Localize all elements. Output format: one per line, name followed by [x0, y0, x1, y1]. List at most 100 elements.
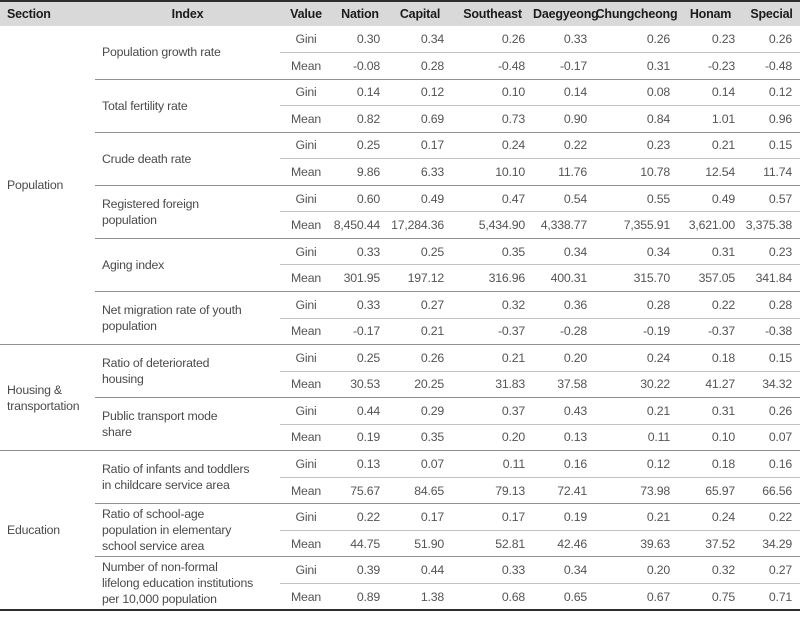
gini-value-cell: 0.24	[452, 132, 533, 160]
gini-row: Registered foreign population Gini 0.60 0.4…	[0, 185, 800, 239]
gini-value-cell: 0.15	[743, 132, 800, 160]
column-header-capital: Capital	[388, 1, 452, 26]
mean-value-cell: 39.63	[595, 530, 678, 558]
mean-value-cell: 4,338.77	[533, 211, 595, 239]
value-type-label: Mean	[280, 424, 332, 452]
mean-row: Mean 301.95 197.12 316.96 400.31 315.70 357.05…	[0, 264, 800, 292]
gini-value-cell: 0.26	[743, 397, 800, 425]
gini-value-cell: 0.14	[332, 79, 388, 107]
gini-row: Crude death rate Gini 0.25 0.17 0.24 0.22 0.23…	[0, 132, 800, 186]
value-type-label: Gini	[280, 291, 332, 319]
gini-value-cell: 0.34	[533, 556, 595, 584]
value-type-label: Gini	[280, 556, 332, 584]
gini-value-cell: 0.19	[533, 503, 595, 531]
gini-value-cell: 0.24	[678, 503, 743, 531]
mean-value-cell: 1.38	[388, 583, 452, 611]
table-body: Population Population growth rate Gini 0.30…	[0, 26, 800, 611]
mean-value-cell: 0.21	[388, 318, 452, 346]
mean-value-cell: 6.33	[388, 158, 452, 186]
gini-value-cell: 0.18	[678, 344, 743, 372]
gini-value-cell: 0.17	[388, 132, 452, 160]
mean-value-cell: 75.67	[332, 477, 388, 505]
gini-value-cell: 0.26	[452, 26, 533, 54]
mean-value-cell: 0.90	[533, 105, 595, 133]
gini-value-cell: 0.11	[452, 450, 533, 478]
column-header-southeast: Southeast	[452, 1, 533, 26]
mean-row: Mean 0.89 1.38 0.68 0.65 0.67 0.75 0.71	[0, 583, 800, 611]
mean-value-cell: 0.13	[533, 424, 595, 452]
mean-value-cell: 0.31	[595, 52, 678, 80]
gini-value-cell: 0.16	[743, 450, 800, 478]
index-label: Ratio of infants and toddlers in childca…	[95, 450, 280, 505]
column-header-section: Section	[0, 1, 95, 26]
mean-value-cell: 84.65	[388, 477, 452, 505]
gini-value-cell: 0.27	[743, 556, 800, 584]
mean-value-cell: 52.81	[452, 530, 533, 558]
mean-value-cell: -0.08	[332, 52, 388, 80]
gini-value-cell: 0.33	[332, 291, 388, 319]
mean-value-cell: 3,375.38	[743, 211, 800, 239]
index-label: Public transport mode share	[95, 397, 280, 452]
gini-value-cell: 0.33	[332, 238, 388, 266]
mean-row: Mean 8,450.44 17,284.36 5,434.90 4,338.77 7,3…	[0, 211, 800, 239]
mean-value-cell: 79.13	[452, 477, 533, 505]
mean-value-cell: 30.53	[332, 371, 388, 399]
gini-value-cell: 0.26	[595, 26, 678, 54]
value-type-label: Gini	[280, 185, 332, 213]
gini-value-cell: 0.57	[743, 185, 800, 213]
mean-value-cell: 0.96	[743, 105, 800, 133]
column-header-chungcheong: Chungcheong	[595, 1, 678, 26]
mean-value-cell: -0.37	[452, 318, 533, 346]
gini-value-cell: 0.23	[595, 132, 678, 160]
value-type-label: Gini	[280, 26, 332, 54]
column-header-honam: Honam	[678, 1, 743, 26]
mean-value-cell: 0.84	[595, 105, 678, 133]
index-label: Ratio of school-age population in elemen…	[95, 503, 280, 558]
gini-value-cell: 0.28	[743, 291, 800, 319]
mean-value-cell: 12.54	[678, 158, 743, 186]
gini-value-cell: 0.28	[595, 291, 678, 319]
mean-value-cell: 73.98	[595, 477, 678, 505]
mean-value-cell: 5,434.90	[452, 211, 533, 239]
gini-row: Net migration rate of youth population Gi…	[0, 291, 800, 346]
mean-value-cell: 11.74	[743, 158, 800, 186]
mean-value-cell: 10.10	[452, 158, 533, 186]
gini-value-cell: 0.32	[678, 556, 743, 584]
gini-row: Ratio of school-age population in elemen…	[0, 503, 800, 558]
mean-value-cell: 30.22	[595, 371, 678, 399]
index-label: Number of non-formal lifelong education …	[95, 556, 280, 611]
value-type-label: Mean	[280, 583, 332, 611]
index-label: Ratio of deteriorated housing	[95, 344, 280, 399]
mean-value-cell: 66.56	[743, 477, 800, 505]
gini-value-cell: 0.32	[452, 291, 533, 319]
mean-value-cell: 315.70	[595, 264, 678, 292]
gini-row: Population Population growth rate Gini 0.30…	[0, 26, 800, 346]
mean-row: Mean 0.19 0.35 0.20 0.13 0.11 0.10 0.07	[0, 424, 800, 452]
mean-value-cell: 8,450.44	[332, 211, 388, 239]
column-header-value: Value	[280, 1, 332, 26]
gini-value-cell: 0.23	[678, 26, 743, 54]
gini-value-cell: 0.25	[388, 238, 452, 266]
gini-value-cell: 0.43	[533, 397, 595, 425]
mean-value-cell: 7,355.91	[595, 211, 678, 239]
index-label: Registered foreign population	[95, 185, 280, 239]
mean-value-cell: 0.19	[332, 424, 388, 452]
gini-value-cell: 0.44	[388, 556, 452, 584]
gini-value-cell: 0.26	[743, 26, 800, 54]
gini-value-cell: 0.20	[533, 344, 595, 372]
mean-value-cell: -0.38	[743, 318, 800, 346]
gini-value-cell: 0.14	[678, 79, 743, 107]
mean-value-cell: 0.10	[678, 424, 743, 452]
column-header-daegyeong: Daegyeong	[533, 1, 599, 26]
gini-row: Number of non-formal lifelong education …	[0, 556, 800, 611]
gini-value-cell: 0.25	[332, 132, 388, 160]
gini-value-cell: 0.21	[452, 344, 533, 372]
gini-row: Education Ratio of infants and toddlers i…	[0, 450, 800, 611]
value-type-label: Gini	[280, 450, 332, 478]
gini-value-cell: 0.27	[388, 291, 452, 319]
mean-value-cell: 0.68	[452, 583, 533, 611]
value-type-label: Gini	[280, 238, 332, 266]
gini-value-cell: 0.21	[678, 132, 743, 160]
mean-value-cell: 0.82	[332, 105, 388, 133]
